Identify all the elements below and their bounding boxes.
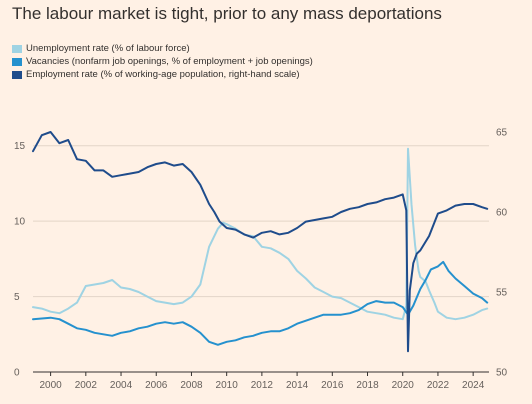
x-tick-label: 2000 [39, 380, 62, 391]
legend-label-unemployment: Unemployment rate (% of labour force) [26, 43, 190, 54]
legend-swatch-vacancies [12, 57, 22, 66]
x-tick-label: 2024 [462, 380, 485, 391]
y-left-tick-label: 10 [14, 217, 26, 228]
x-tick-label: 2012 [251, 380, 274, 391]
legend-item-vacancies: Vacancies (nonfarm job openings, % of em… [12, 55, 313, 68]
y-right-tick-label: 50 [496, 368, 508, 379]
y-right-tick-label: 60 [496, 208, 508, 219]
x-tick-label: 2004 [110, 380, 133, 391]
chart-title: The labour market is tight, prior to any… [12, 4, 442, 23]
legend-label-employment: Employment rate (% of working-age popula… [26, 69, 300, 80]
legend-item-unemployment: Unemployment rate (% of labour force) [12, 42, 313, 55]
legend-swatch-unemployment [12, 44, 22, 53]
x-tick-label: 2010 [216, 380, 239, 391]
x-tick-label: 2016 [321, 380, 344, 391]
y-left-tick-label: 5 [14, 292, 20, 303]
x-tick-label: 2022 [427, 380, 450, 391]
legend-label-vacancies: Vacancies (nonfarm job openings, % of em… [26, 56, 313, 67]
y-right-tick-label: 65 [496, 128, 508, 139]
x-tick-label: 2006 [145, 380, 168, 391]
x-tick-label: 2018 [356, 380, 379, 391]
legend-swatch-employment [12, 70, 22, 79]
series-line-vacancies [32, 260, 489, 346]
x-tick-label: 2008 [180, 380, 203, 391]
y-left-tick-label: 15 [14, 141, 26, 152]
legend-item-employment: Employment rate (% of working-age popula… [12, 68, 313, 81]
series-line-unemployment [32, 147, 489, 321]
x-tick-label: 2014 [286, 380, 309, 391]
x-tick-label: 2020 [392, 380, 415, 391]
legend: Unemployment rate (% of labour force) Va… [12, 42, 313, 81]
x-tick-label: 2002 [75, 380, 98, 391]
series-line-employment [32, 131, 489, 353]
y-right-tick-label: 55 [496, 288, 508, 299]
y-left-tick-label: 0 [14, 368, 20, 379]
